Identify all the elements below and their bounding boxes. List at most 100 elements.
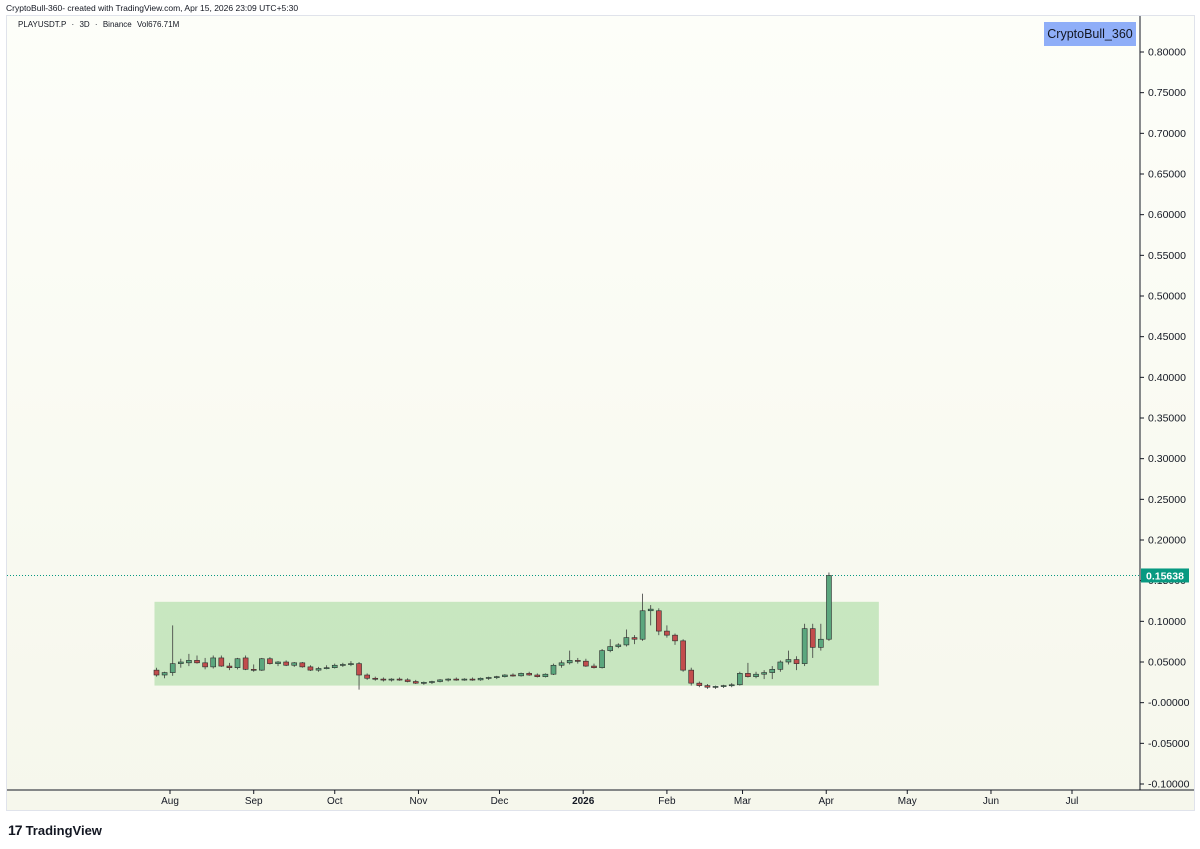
candle (534, 674, 541, 677)
y-tick-label: 0.10000 (1148, 616, 1186, 628)
x-tick-label: Dec (491, 796, 509, 807)
candle (493, 676, 500, 678)
candle (785, 659, 792, 663)
candle (737, 673, 743, 686)
tradingview-logo-icon: 17 (8, 822, 23, 838)
candle (323, 667, 330, 669)
tradingview-footer[interactable]: 17 TradingView (8, 822, 102, 838)
candle (826, 575, 832, 640)
candle (461, 678, 468, 681)
y-tick-label: 0.65000 (1148, 169, 1186, 181)
symbol-ticker[interactable]: PLAYUSDT.P (18, 20, 67, 29)
y-tick-label: 0.70000 (1148, 128, 1186, 140)
candle (250, 669, 257, 671)
y-tick-label: 0.55000 (1148, 250, 1186, 262)
candle (639, 610, 646, 640)
x-tick-label: Mar (734, 796, 752, 807)
candle (680, 640, 686, 671)
last-price-tag (1141, 568, 1189, 583)
candle (356, 663, 362, 676)
candle (793, 659, 800, 664)
y-tick-label: -0.00000 (1148, 697, 1190, 709)
candle (647, 608, 654, 612)
watermark-badge: CryptoBull_360 (1044, 22, 1136, 46)
x-tick-label: Jun (983, 796, 999, 807)
candle (210, 657, 217, 668)
y-tick-label: 0.60000 (1148, 209, 1186, 221)
candle (186, 660, 192, 664)
y-tick-label: 0.05000 (1148, 657, 1186, 669)
candle (153, 669, 160, 676)
symbol-timeframe[interactable]: 3D (79, 20, 90, 29)
candle (412, 681, 419, 684)
candle (615, 644, 622, 647)
candle (202, 662, 208, 668)
candle (364, 674, 370, 679)
candle (631, 637, 638, 640)
candle (745, 673, 751, 677)
chart-caption: CryptoBull-360- created with TradingView… (6, 3, 299, 13)
candle (688, 669, 695, 684)
last-price-label: 0.15638 (1146, 570, 1184, 582)
candle (477, 677, 484, 681)
y-tick-label: 0.30000 (1148, 453, 1186, 465)
y-tick-label: 0.25000 (1148, 494, 1186, 506)
candle (429, 681, 435, 683)
candle (388, 678, 395, 681)
y-tick-label: -0.05000 (1148, 738, 1190, 750)
candle (599, 650, 605, 668)
consolidation-range-box (154, 601, 879, 686)
candle (161, 672, 168, 676)
candle (672, 634, 678, 642)
y-tick-label: 0.75000 (1148, 87, 1186, 99)
candle (259, 658, 265, 671)
candle (331, 664, 338, 668)
candle (469, 678, 476, 681)
candle (777, 661, 784, 670)
candle (591, 665, 597, 668)
x-tick-label: Aug (161, 796, 179, 807)
candle (421, 682, 427, 684)
candle (518, 673, 524, 677)
x-tick-label: Apr (818, 796, 834, 807)
x-tick-label: 2026 (572, 796, 595, 807)
candle (372, 677, 379, 680)
x-tick-label: Nov (410, 796, 428, 807)
symbol-volume: Vol676.71M (136, 20, 180, 29)
x-tick-label: May (898, 796, 917, 807)
candle (242, 657, 249, 670)
candle (380, 678, 387, 681)
candle (234, 658, 241, 668)
candle (761, 672, 767, 675)
candle (178, 661, 184, 664)
candle (267, 658, 273, 664)
candle (566, 660, 573, 664)
candle (712, 686, 719, 688)
y-tick-label: 0.50000 (1148, 291, 1186, 303)
candle (664, 630, 670, 636)
candle (283, 661, 289, 666)
candle (607, 646, 613, 651)
x-tick-label: Oct (327, 796, 343, 807)
candle (550, 664, 557, 675)
candle (728, 684, 735, 687)
candle (194, 660, 200, 664)
symbol-info: PLAYUSDT.P · 3D · Binance Vol676.71M (18, 20, 182, 29)
candle (510, 674, 516, 677)
symbol-separator: · (94, 20, 98, 29)
candle (275, 661, 281, 664)
candle (340, 664, 346, 666)
candle (809, 628, 816, 648)
candle (218, 657, 225, 667)
candle (801, 628, 808, 664)
candle (542, 673, 549, 677)
symbol-exchange: Binance (102, 20, 132, 29)
candle (404, 679, 411, 682)
symbol-separator: · (71, 20, 75, 29)
candle (437, 679, 443, 682)
candle (526, 673, 532, 676)
candle (453, 678, 460, 681)
candle (623, 637, 630, 646)
tradingview-brand: TradingView (25, 822, 102, 838)
